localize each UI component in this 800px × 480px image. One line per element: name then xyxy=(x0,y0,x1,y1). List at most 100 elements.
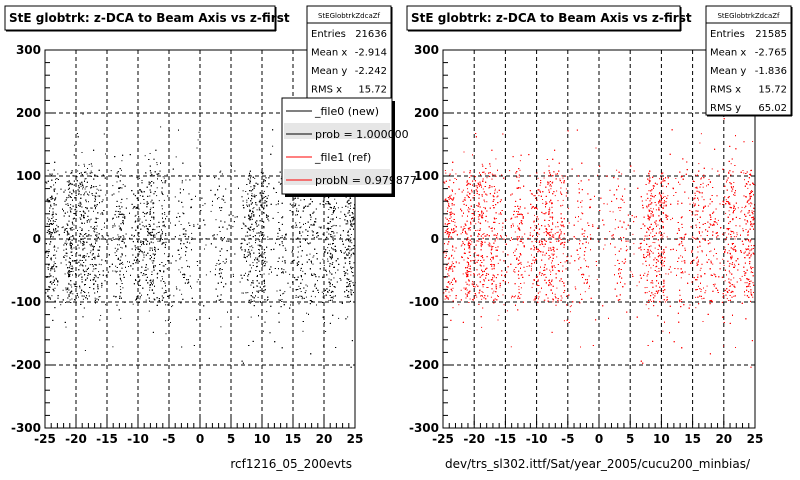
data-point xyxy=(299,245,301,247)
data-point xyxy=(83,214,85,216)
data-point xyxy=(302,270,304,272)
data-point xyxy=(80,202,82,204)
data-point xyxy=(72,205,74,207)
data-point xyxy=(94,231,96,233)
data-point xyxy=(289,273,291,275)
data-point xyxy=(84,292,86,293)
data-point xyxy=(262,206,264,208)
data-point xyxy=(251,249,253,251)
data-point xyxy=(350,237,352,239)
data-point xyxy=(225,188,227,190)
data-point xyxy=(256,209,258,211)
data-point xyxy=(56,224,58,226)
data-point xyxy=(88,201,89,203)
data-point xyxy=(265,301,267,303)
data-point xyxy=(79,265,81,267)
data-point xyxy=(250,186,252,188)
data-point xyxy=(88,267,89,269)
data-point xyxy=(187,282,189,284)
data-point xyxy=(47,201,49,203)
data-point xyxy=(135,214,137,216)
data-point xyxy=(95,234,97,236)
data-point xyxy=(329,228,331,230)
data-point xyxy=(71,271,72,272)
data-point xyxy=(159,239,161,241)
data-point xyxy=(65,326,67,328)
data-point xyxy=(293,202,295,204)
data-point xyxy=(302,330,304,332)
data-point xyxy=(189,242,191,244)
data-point xyxy=(100,213,102,215)
data-point xyxy=(158,231,160,233)
data-point xyxy=(215,246,217,248)
data-point xyxy=(334,198,336,200)
data-point xyxy=(86,181,88,183)
data-point xyxy=(93,268,95,270)
data-point xyxy=(136,164,137,166)
data-point xyxy=(345,318,347,320)
data-point xyxy=(55,178,57,180)
data-point xyxy=(332,314,334,316)
data-point xyxy=(295,203,297,205)
data-point xyxy=(82,298,84,300)
data-point xyxy=(47,269,49,270)
data-point xyxy=(98,271,100,273)
data-point xyxy=(284,247,286,249)
data-point xyxy=(119,286,121,288)
data-point xyxy=(347,273,349,275)
data-point xyxy=(116,270,118,272)
data-point xyxy=(48,286,50,288)
data-point xyxy=(50,236,51,238)
data-point xyxy=(115,265,117,267)
data-point xyxy=(250,284,252,286)
data-point xyxy=(94,256,96,258)
data-point xyxy=(312,256,314,258)
data-point xyxy=(61,227,63,229)
data-point xyxy=(64,212,66,214)
data-point xyxy=(141,294,142,296)
data-point xyxy=(137,172,139,174)
data-point xyxy=(346,253,347,255)
data-point xyxy=(281,235,283,237)
data-point xyxy=(156,195,158,197)
data-point xyxy=(47,267,49,269)
data-point xyxy=(78,247,80,249)
data-point xyxy=(150,207,152,209)
data-point xyxy=(183,277,185,278)
data-point xyxy=(55,257,57,259)
data-point xyxy=(92,270,94,272)
data-point xyxy=(349,286,351,288)
data-point xyxy=(294,226,296,228)
data-point xyxy=(88,235,90,237)
data-point xyxy=(219,268,221,269)
data-point xyxy=(66,242,68,244)
data-point xyxy=(73,247,75,249)
data-point xyxy=(156,164,158,166)
data-point xyxy=(258,232,259,234)
data-point xyxy=(263,208,265,210)
data-point xyxy=(151,199,153,201)
data-point xyxy=(68,274,70,276)
data-point xyxy=(72,267,74,269)
data-point xyxy=(332,248,334,250)
data-point xyxy=(178,254,180,255)
data-point xyxy=(265,257,266,259)
data-point xyxy=(115,255,117,256)
data-point xyxy=(116,216,118,218)
data-point xyxy=(73,237,75,239)
data-point xyxy=(242,222,244,224)
data-point xyxy=(53,184,55,186)
data-point xyxy=(120,262,122,264)
data-point xyxy=(343,252,345,254)
data-point xyxy=(51,196,53,198)
data-point xyxy=(184,276,185,278)
data-point xyxy=(255,203,257,205)
data-point xyxy=(284,291,286,293)
data-point xyxy=(211,204,213,206)
data-point xyxy=(299,240,301,242)
data-point xyxy=(143,242,144,244)
data-point xyxy=(242,292,244,294)
data-point xyxy=(64,189,66,191)
data-point xyxy=(55,213,57,215)
data-point xyxy=(249,270,251,272)
